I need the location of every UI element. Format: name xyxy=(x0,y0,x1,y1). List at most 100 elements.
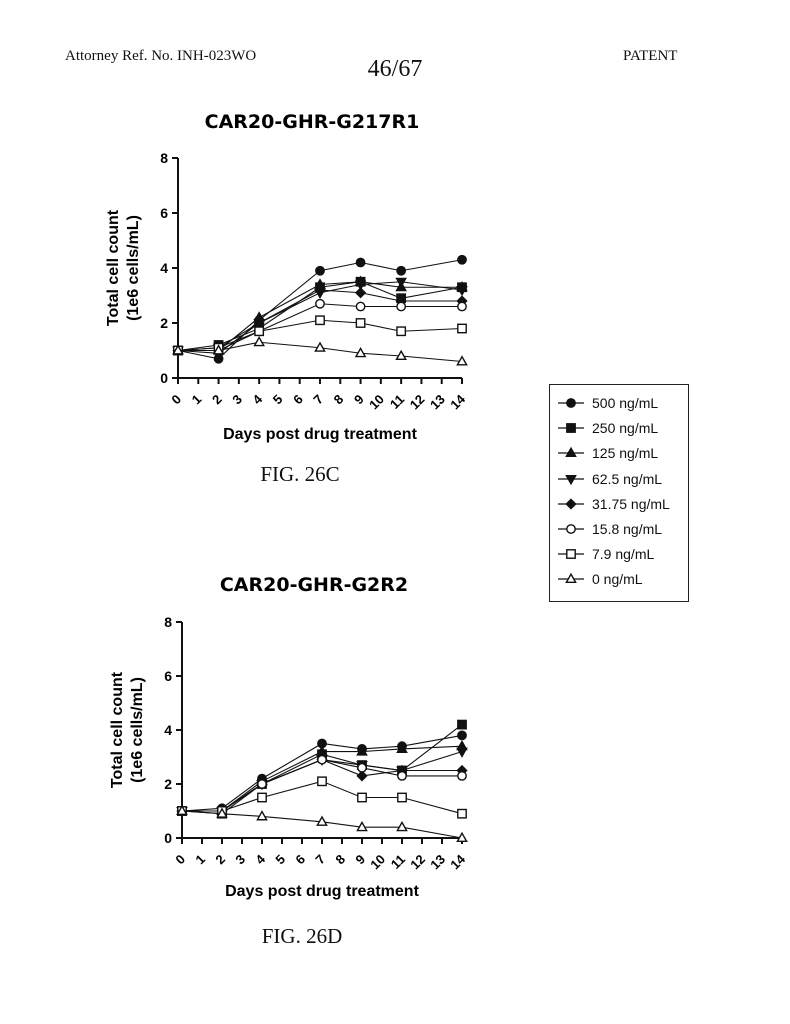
x-tick-label: 11 xyxy=(388,852,408,872)
x-axis-label: Days post drug treatment xyxy=(225,883,419,900)
x-tick-label: 12 xyxy=(407,392,428,413)
legend-marker xyxy=(558,474,584,485)
x-tick-label: 7 xyxy=(312,852,328,868)
x-tick-label: 11 xyxy=(387,392,407,412)
data-point xyxy=(357,792,367,803)
x-tick-label: 9 xyxy=(352,852,368,868)
x-tick-label: 9 xyxy=(351,392,367,408)
data-point xyxy=(253,335,265,347)
data-point xyxy=(354,280,367,291)
data-point xyxy=(256,810,268,821)
legend-item: 250 ng/mL xyxy=(550,418,690,438)
data-point xyxy=(257,792,267,803)
data-point xyxy=(355,318,366,328)
x-tick-label: 8 xyxy=(331,392,347,408)
figure-26c-caption: FIG. 26C xyxy=(260,462,340,486)
chart-legend: 500 ng/mL 250 ng/mL 125 ng/mL 62.5 ng/mL 31.… xyxy=(549,384,689,602)
x-tick-label: 1 xyxy=(189,392,205,408)
x-tick-label: 13 xyxy=(427,852,448,873)
data-point xyxy=(317,754,327,765)
legend-item: 7.9 ng/mL xyxy=(550,544,690,564)
x-tick-label: 10 xyxy=(367,852,388,873)
y-tick-label: 2 xyxy=(164,776,172,792)
data-point xyxy=(257,779,267,789)
legend-item: 62.5 ng/mL xyxy=(550,469,690,489)
x-tick-label: 0 xyxy=(172,852,188,868)
y-tick-label: 8 xyxy=(164,614,172,630)
legend-item: 0 ng/mL xyxy=(550,569,690,589)
data-point xyxy=(395,349,407,361)
legend-label: 125 ng/mL xyxy=(592,445,659,462)
data-point xyxy=(356,770,368,782)
data-point xyxy=(356,820,368,832)
y-axis-label-line2: (1e6 cells/mL) xyxy=(129,677,146,783)
data-point xyxy=(355,257,366,268)
chart-title: CAR20-GHR-G2R2 xyxy=(220,574,408,596)
data-point xyxy=(397,792,407,803)
legend-marker xyxy=(558,423,584,434)
data-point xyxy=(456,355,468,366)
data-point xyxy=(354,287,367,299)
data-point xyxy=(456,285,468,297)
x-axis-label: Days post drug treatment xyxy=(223,426,417,443)
data-point xyxy=(316,815,328,826)
y-axis-label-line1: Total cell count xyxy=(105,209,122,326)
legend-label: 0 ng/mL xyxy=(592,571,643,588)
data-point xyxy=(457,808,467,819)
figure-26d-caption: FIG. 26D xyxy=(261,924,343,948)
data-point xyxy=(396,820,408,832)
data-point xyxy=(457,254,467,265)
data-point xyxy=(216,807,228,818)
data-point xyxy=(314,341,326,352)
legend-label: 62.5 ng/mL xyxy=(592,470,663,487)
data-point xyxy=(176,804,188,816)
legend-label: 500 ng/mL xyxy=(592,395,659,411)
data-point xyxy=(317,776,327,787)
x-tick-label: 14 xyxy=(447,391,468,412)
legend-symbol xyxy=(566,524,576,534)
data-point xyxy=(254,326,265,337)
data-point xyxy=(354,346,367,358)
y-axis-label-line1: Total cell count xyxy=(109,671,126,788)
x-tick-label: 1 xyxy=(192,852,208,868)
legend-item: 500 ng/mL xyxy=(550,393,690,413)
x-tick-label: 6 xyxy=(292,852,308,868)
x-tick-label: 2 xyxy=(212,852,228,868)
data-point xyxy=(396,326,407,337)
patent-label: PATENT xyxy=(623,48,678,64)
legend-symbol xyxy=(566,398,576,408)
legend-symbol xyxy=(565,498,577,510)
y-tick-label: 8 xyxy=(160,150,168,166)
data-point xyxy=(315,315,325,326)
data-point xyxy=(357,762,367,773)
y-axis-label-line2: (1e6 cells/mL) xyxy=(125,215,142,321)
x-tick-label: 3 xyxy=(232,852,248,868)
series-line-1 xyxy=(181,724,463,815)
data-point xyxy=(396,301,407,312)
y-tick-label: 0 xyxy=(164,830,172,846)
x-tick-label: 5 xyxy=(270,392,286,408)
x-tick-label: 13 xyxy=(427,392,448,413)
legend-marker xyxy=(558,398,584,408)
data-point xyxy=(456,831,468,843)
legend-marker xyxy=(558,524,584,534)
y-tick-label: 6 xyxy=(160,205,168,221)
data-point xyxy=(172,344,184,355)
y-tick-label: 4 xyxy=(160,260,168,276)
y-tick-label: 0 xyxy=(160,370,168,386)
data-point xyxy=(456,747,468,758)
page-number: 46/67 xyxy=(367,56,423,82)
y-tick-label: 4 xyxy=(164,722,172,738)
data-point xyxy=(355,301,366,312)
data-point xyxy=(457,730,467,741)
data-point xyxy=(314,284,326,296)
legend-item: 125 ng/mL xyxy=(550,443,690,463)
legend-marker xyxy=(558,498,584,510)
data-point xyxy=(457,301,467,312)
legend-marker xyxy=(558,549,584,560)
x-tick-label: 0 xyxy=(168,392,184,408)
y-tick-label: 6 xyxy=(164,668,172,684)
x-tick-label: 8 xyxy=(332,852,348,868)
